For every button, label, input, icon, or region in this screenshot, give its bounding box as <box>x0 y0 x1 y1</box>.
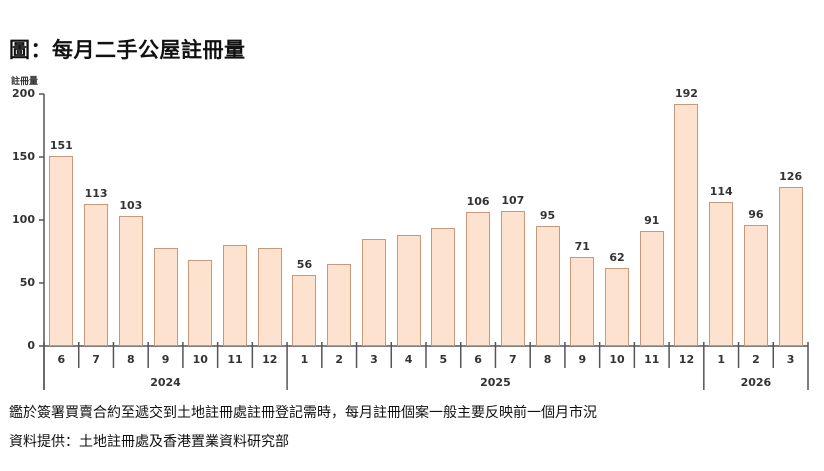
x-tick-label: 6 <box>474 353 482 366</box>
bar <box>674 104 699 346</box>
x-tick-label: 1 <box>300 353 309 366</box>
bar <box>709 202 734 346</box>
x-tick-label: 7 <box>92 353 100 366</box>
bar <box>49 155 74 346</box>
data-label: 151 <box>49 138 73 152</box>
bar <box>396 235 421 346</box>
x-tick-label: 10 <box>609 353 625 366</box>
bar <box>84 203 109 346</box>
data-label: 126 <box>779 170 803 184</box>
x-tick-label: 11 <box>227 353 243 366</box>
x-tick-label: 5 <box>439 353 448 366</box>
footnote: 鑑於簽署買賣合約至遞交到土地註冊處註冊登記需時，每月註冊個案一般主要反映前一個月… <box>9 405 597 421</box>
y-tick-label: 100 <box>12 213 35 226</box>
bar <box>743 225 768 346</box>
x-tick-label: 12 <box>262 353 278 366</box>
y-tick-label: 150 <box>12 150 35 163</box>
bar <box>778 187 803 346</box>
bar <box>361 238 386 346</box>
bar <box>500 211 525 346</box>
bar <box>431 227 456 346</box>
data-label: 192 <box>674 87 698 101</box>
data-label: 71 <box>574 239 590 253</box>
bar <box>605 267 629 346</box>
x-tick-label: 2 <box>335 353 343 366</box>
data-label: 62 <box>609 250 625 264</box>
data-label: 95 <box>539 209 556 223</box>
data-label: 91 <box>644 214 660 228</box>
year-label: 2024 <box>150 376 181 389</box>
data-label: 114 <box>709 185 733 199</box>
year-label: 2025 <box>480 376 511 389</box>
x-tick-label: 8 <box>543 353 552 366</box>
data-label: 96 <box>748 208 764 222</box>
data-label: 103 <box>119 199 143 213</box>
bar <box>153 247 178 346</box>
x-tick-label: 4 <box>404 353 413 366</box>
y-tick-label: 200 <box>12 87 35 100</box>
data-label: 56 <box>296 258 313 272</box>
bar <box>188 260 213 346</box>
x-tick-label: 8 <box>126 353 135 366</box>
x-tick-label: 1 <box>717 353 725 366</box>
x-tick-label: 7 <box>508 353 517 366</box>
bar <box>639 231 664 346</box>
bar <box>223 245 247 346</box>
data-label: 107 <box>501 194 525 208</box>
bar <box>118 216 143 346</box>
x-tick-label: 9 <box>578 353 587 366</box>
chart-axes <box>39 93 809 390</box>
x-tick-label: 2 <box>752 353 760 366</box>
data-label: 106 <box>466 195 490 209</box>
bar <box>466 212 491 346</box>
source-note: 資料提供：土地註冊處及香港置業資料研究部 <box>9 434 289 450</box>
bar <box>292 275 317 346</box>
data-label: 113 <box>84 186 108 200</box>
chart-title: 圖：每月二手公屋註冊量 <box>9 38 246 62</box>
y-tick-label: 0 <box>27 339 35 352</box>
bar-chart: 0 50 100 150 200 151 6 113 7 103 8 9 10 11 12 56 1 2 3 4 5 10… <box>12 87 809 390</box>
x-tick-label: 10 <box>192 353 208 366</box>
year-label: 2026 <box>740 376 772 389</box>
y-axis-label: 註冊量 <box>11 77 39 87</box>
x-tick-label: 3 <box>370 353 378 366</box>
x-tick-label: 6 <box>57 353 66 366</box>
x-tick-label: 3 <box>786 353 795 366</box>
y-tick-label: 50 <box>19 276 35 289</box>
bar <box>535 226 560 346</box>
bar <box>257 247 282 346</box>
x-tick-label: 12 <box>678 353 695 366</box>
x-tick-label: 11 <box>644 353 660 366</box>
bar <box>570 256 595 346</box>
bar <box>327 264 352 346</box>
x-tick-label: 9 <box>161 353 170 366</box>
